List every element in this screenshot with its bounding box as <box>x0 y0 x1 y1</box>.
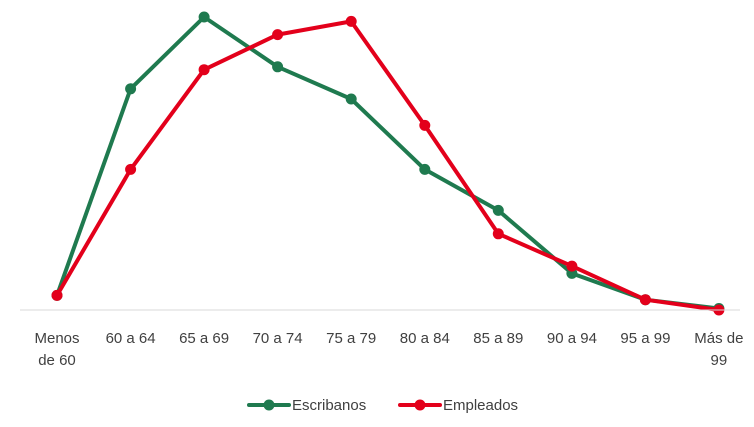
x-tick-label-line: Menos <box>34 330 79 347</box>
x-tick-label-line: 60 a 64 <box>106 330 156 347</box>
x-tick-label: 90 a 94 <box>547 330 597 347</box>
data-point-escribanos <box>492 204 504 216</box>
data-point-empleados <box>566 260 578 272</box>
series-empleados <box>51 15 725 316</box>
x-tick-label: 60 a 64 <box>106 330 156 347</box>
plot-area <box>51 11 725 316</box>
data-point-empleados <box>492 228 504 240</box>
data-point-empleados <box>51 289 63 301</box>
x-tick-label: Más de 99 <box>694 330 743 369</box>
data-point-empleados <box>639 294 651 306</box>
x-tick-label: 65 a 69 <box>179 330 229 347</box>
x-tick-label-line: 75 a 79 <box>326 330 376 347</box>
data-point-escribanos <box>198 11 210 23</box>
data-point-escribanos <box>345 93 357 105</box>
x-tick-label-line: de 60 <box>38 352 76 369</box>
x-tick-label: 70 a 74 <box>253 330 303 347</box>
x-tick-label: 75 a 79 <box>326 330 376 347</box>
x-tick-label: 85 a 89 <box>473 330 523 347</box>
legend-item-empleados: Empleados <box>398 397 518 414</box>
x-tick-label-line: 70 a 74 <box>253 330 303 347</box>
x-tick-label-line: 65 a 69 <box>179 330 229 347</box>
x-tick-label: 95 a 99 <box>620 330 670 347</box>
series-escribanos <box>51 11 725 314</box>
x-tick-label-line: 80 a 84 <box>400 330 450 347</box>
x-tick-label-line: 95 a 99 <box>620 330 670 347</box>
data-point-empleados <box>345 15 357 27</box>
x-tick-label: 80 a 84 <box>400 330 450 347</box>
data-point-escribanos <box>125 83 137 95</box>
x-tick-label-line: 90 a 94 <box>547 330 597 347</box>
legend-label-empleados: Empleados <box>443 397 518 414</box>
data-point-escribanos <box>272 61 284 73</box>
data-point-empleados <box>125 163 137 175</box>
data-point-empleados <box>198 64 210 76</box>
legend-marker-empleados <box>414 399 426 411</box>
x-tick-label-line: Más de <box>694 330 743 347</box>
x-axis-tick-labels: Menos de 60 60 a 64 65 a 69 70 a 74 75 a 79 80… <box>34 330 743 369</box>
legend-item-escribanos: Escribanos <box>247 397 366 414</box>
series-line-escribanos <box>55 15 721 311</box>
x-tick-label-line: 85 a 89 <box>473 330 523 347</box>
series-line-empleados <box>55 19 721 312</box>
legend-label-escribanos: Escribanos <box>292 397 366 414</box>
data-point-empleados <box>272 29 284 41</box>
data-point-escribanos <box>419 163 431 175</box>
legend-marker-escribanos <box>263 399 275 411</box>
x-tick-label: Menos de 60 <box>34 330 79 369</box>
legend: Escribanos Empleados <box>247 397 518 414</box>
data-point-empleados <box>419 119 431 131</box>
x-tick-label-line: 99 <box>711 352 728 369</box>
